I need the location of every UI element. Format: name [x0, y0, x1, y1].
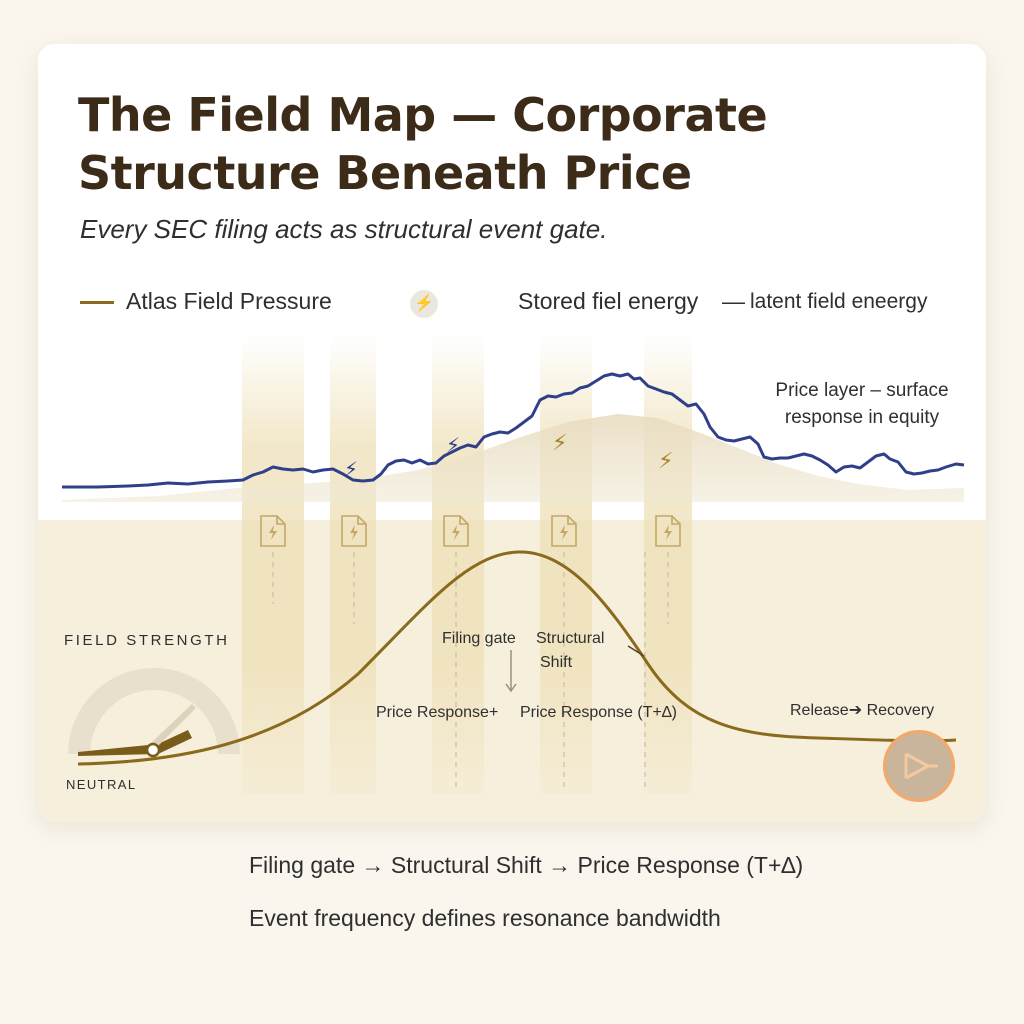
gauge-needle-pivot	[145, 742, 161, 758]
price-layer-annotation: Price layer – surface response in equity	[764, 377, 960, 431]
event-bolt-icon-3: ⚡	[552, 431, 567, 456]
gate-band-2	[330, 334, 376, 794]
gate-guides	[272, 552, 669, 792]
field-strength-label: FIELD STRENGTH	[64, 632, 230, 649]
gate-band-4	[540, 334, 592, 794]
field-strength-gauge	[68, 668, 240, 758]
price-layer-line-1: Price layer – surface	[775, 380, 949, 401]
page-title: The Field Map — Corporate Structure Bene…	[78, 86, 938, 202]
footer-flow-text: Filing gate → Structural Shift → Price R…	[249, 852, 804, 878]
document-bolt-icon-5	[655, 515, 681, 547]
price-response-label-a: Price Response+	[376, 704, 499, 721]
legend-pressure-swatch	[80, 301, 114, 304]
document-bolt-icon-3	[443, 515, 469, 547]
title-line-1: The Field Map — Corporate	[78, 88, 768, 142]
structural-label: Structural	[536, 630, 605, 647]
price-line	[62, 372, 965, 489]
shift-label: Shift	[540, 654, 573, 671]
field-pressure-curve	[77, 550, 957, 766]
footer-resonance-text: Event frequency defines resonance bandwi…	[249, 905, 721, 931]
play-button[interactable]	[883, 730, 955, 802]
document-bolt-icon-1	[260, 515, 286, 547]
price-response-label-b: Price Response (T+∆)	[520, 704, 677, 721]
legend-pressure-label: Atlas Field Pressure	[126, 288, 332, 314]
release-text: Release	[790, 702, 849, 719]
arrow-right-icon: ➔	[848, 702, 863, 719]
legend-dash: —	[722, 288, 745, 314]
price-layer-line-2: response in equity	[784, 407, 940, 428]
filing-gate-label: Filing gate	[442, 630, 516, 647]
event-bolt-icon-1: ⚡	[344, 457, 358, 481]
play-icon	[904, 752, 938, 780]
field-strength-panel	[38, 520, 986, 822]
event-bolt-icon-4: ⚡	[658, 449, 673, 474]
legend-stored-label: Stored fiel energy	[518, 288, 699, 314]
event-bolt-icon-2: ⚡	[446, 433, 460, 457]
field-map-diagram: ⚡ ⚡ ⚡ ⚡	[62, 334, 965, 794]
filing-gate-arrow	[505, 650, 517, 693]
structural-shift-tick	[627, 645, 645, 657]
subtitle: Every SEC filing acts as structural even…	[80, 214, 608, 244]
latent-energy-area	[62, 414, 964, 502]
release-label: Release➔ Recovery	[790, 700, 934, 720]
neutral-label: NEUTRAL	[66, 777, 137, 792]
legend-latent-label: latent field eneergy	[750, 290, 928, 313]
title-line-2: Structure Beneath Price	[78, 146, 692, 200]
lightning-bolt-icon: ⚡	[410, 290, 438, 318]
document-bolt-icon-2	[341, 515, 367, 547]
document-bolt-icon-4	[551, 515, 577, 547]
recovery-text: Recovery	[866, 702, 935, 719]
field-map-card: The Field Map — Corporate Structure Bene…	[38, 44, 986, 822]
